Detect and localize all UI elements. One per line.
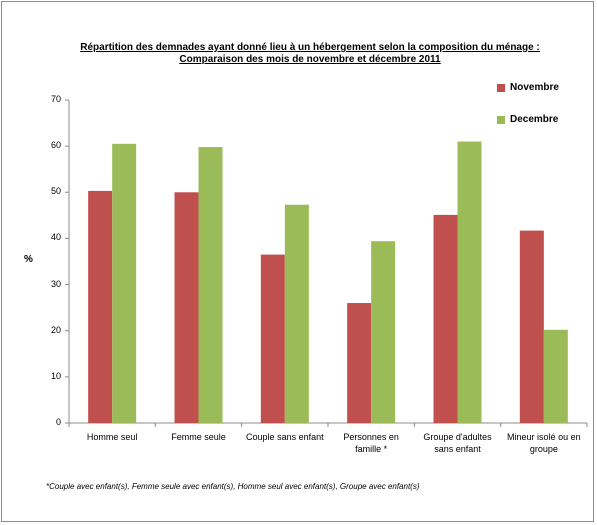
y-tick-label: 50 — [50, 186, 61, 197]
bar-novembre-2 — [260, 254, 285, 423]
legend-swatch-decembre — [497, 115, 505, 124]
footnote: *Couple avec enfant(s), Femme seule avec… — [46, 482, 420, 491]
legend-label-decembre: Decembre — [510, 114, 559, 125]
bar-decembre-3 — [371, 241, 396, 423]
bar-decembre-2 — [284, 204, 309, 423]
legend-item-decembre: Decembre — [497, 114, 558, 125]
y-axis-label: % — [24, 254, 33, 265]
bar-novembre-0 — [88, 190, 113, 423]
chart-title-line1: Répartition des demnades ayant donné lie… — [80, 42, 540, 53]
y-tick-label: 60 — [50, 140, 61, 151]
legend-item-novembre: Novembre — [497, 82, 559, 93]
bar-novembre-4 — [433, 214, 458, 423]
bar-novembre-1 — [174, 192, 199, 423]
x-tick-label: Homme seul — [86, 432, 138, 442]
x-tick-label: Personnes en famille * — [343, 432, 399, 454]
bar-decembre-0 — [112, 143, 137, 424]
chart-title: Répartition des demnades ayant donné lie… — [40, 42, 580, 66]
legend-swatch-novembre — [497, 83, 505, 92]
y-tick-label: 30 — [50, 278, 61, 289]
x-tick-label: Mineur isolé ou en groupe — [507, 432, 581, 454]
y-tick-label: 10 — [50, 370, 61, 381]
x-tick-label: Couple sans enfant — [246, 432, 324, 442]
bar-decembre-4 — [457, 141, 482, 423]
bar-novembre-5 — [519, 230, 544, 423]
chart-subtitle: Comparaison des mois de novembre et déce… — [179, 54, 441, 65]
y-tick-label: 70 — [50, 94, 61, 104]
bar-novembre-3 — [347, 303, 372, 423]
y-tick-label: 20 — [50, 324, 61, 335]
x-tick-label: Groupe d'adultes sans enfant — [423, 432, 492, 454]
y-tick-label: 0 — [55, 417, 61, 427]
legend-label-novembre: Novembre — [510, 82, 559, 93]
y-tick-label: 40 — [50, 232, 61, 243]
bar-decembre-5 — [543, 329, 568, 423]
bar-decembre-1 — [198, 147, 223, 423]
x-tick-label: Femme seule — [171, 432, 226, 442]
